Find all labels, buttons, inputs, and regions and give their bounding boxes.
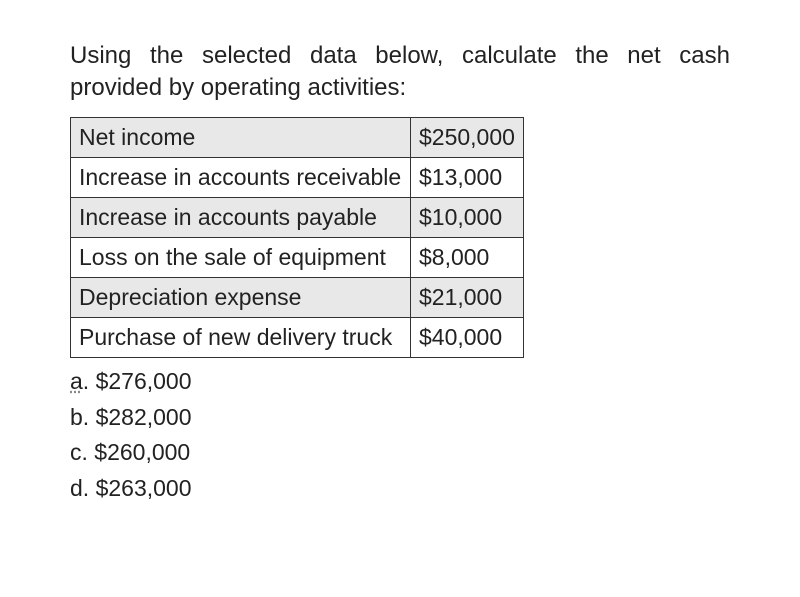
- table-row: Increase in accounts receivable$13,000: [71, 157, 524, 197]
- answer-option-a[interactable]: a. $276,000: [70, 364, 730, 400]
- option-separator: .: [83, 404, 96, 430]
- table-cell-value: $10,000: [411, 197, 524, 237]
- table-row: Increase in accounts payable$10,000: [71, 197, 524, 237]
- option-letter: a: [70, 368, 83, 394]
- table-cell-label: Increase in accounts receivable: [71, 157, 411, 197]
- table-cell-value: $21,000: [411, 277, 524, 317]
- table-cell-value: $40,000: [411, 318, 524, 358]
- table-cell-label: Increase in accounts payable: [71, 197, 411, 237]
- table-row: Net income$250,000: [71, 117, 524, 157]
- table-cell-label: Purchase of new delivery truck: [71, 318, 411, 358]
- option-text: $282,000: [96, 404, 192, 430]
- answer-option-b[interactable]: b. $282,000: [70, 400, 730, 436]
- question-text: Using the selected data below, calculate…: [70, 40, 730, 105]
- table-cell-label: Net income: [71, 117, 411, 157]
- answer-option-c[interactable]: c. $260,000: [70, 435, 730, 471]
- option-text: $276,000: [96, 368, 192, 394]
- table-cell-label: Loss on the sale of equipment: [71, 237, 411, 277]
- table-row: Loss on the sale of equipment$8,000: [71, 237, 524, 277]
- option-text: $263,000: [96, 475, 192, 501]
- answer-options: a. $276,000b. $282,000c. $260,000d. $263…: [70, 364, 730, 507]
- option-separator: .: [83, 368, 96, 394]
- table-cell-value: $250,000: [411, 117, 524, 157]
- table-cell-value: $8,000: [411, 237, 524, 277]
- option-text: $260,000: [94, 439, 190, 465]
- answer-option-d[interactable]: d. $263,000: [70, 471, 730, 507]
- option-letter: b: [70, 404, 83, 430]
- option-letter: d: [70, 475, 83, 501]
- table-row: Depreciation expense$21,000: [71, 277, 524, 317]
- option-letter: c: [70, 439, 82, 465]
- table-cell-label: Depreciation expense: [71, 277, 411, 317]
- table-cell-value: $13,000: [411, 157, 524, 197]
- option-separator: .: [82, 439, 95, 465]
- option-separator: .: [83, 475, 96, 501]
- data-table: Net income$250,000Increase in accounts r…: [70, 117, 524, 358]
- table-row: Purchase of new delivery truck$40,000: [71, 318, 524, 358]
